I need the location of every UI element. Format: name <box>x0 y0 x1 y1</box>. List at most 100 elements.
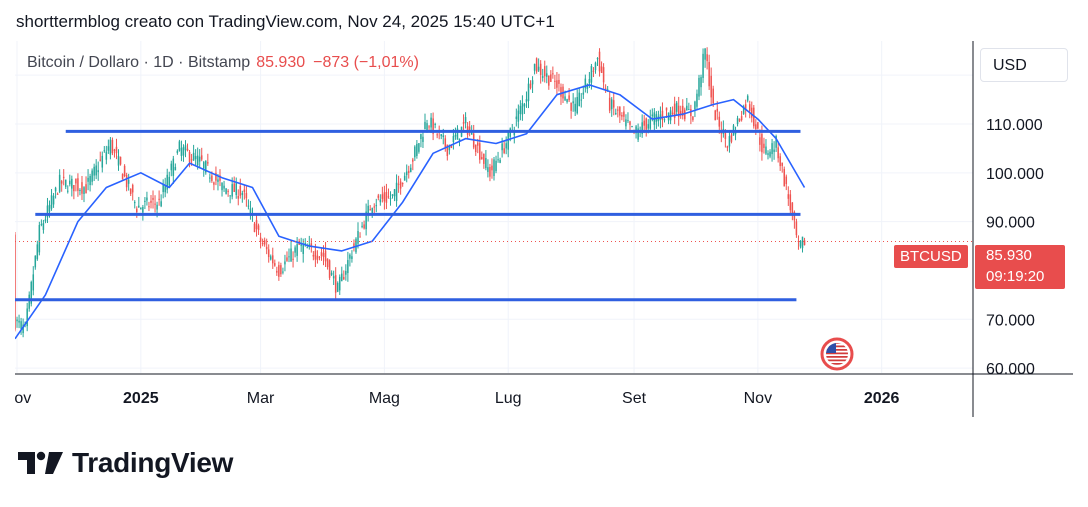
candle-body <box>785 176 788 185</box>
candle-body <box>576 97 578 114</box>
candle-body <box>686 105 688 111</box>
candle-body <box>50 195 53 209</box>
candle-body <box>543 66 546 77</box>
candle-body <box>503 148 505 153</box>
candle-body <box>326 258 329 268</box>
candle-body <box>259 237 262 242</box>
currency-button[interactable]: USD <box>980 48 1068 82</box>
candle-body <box>539 63 542 75</box>
candle-body <box>219 175 221 181</box>
candle-body <box>217 179 219 182</box>
candle-body <box>418 143 420 152</box>
candle-body <box>501 143 503 151</box>
candle-body <box>740 116 743 121</box>
candle-body <box>497 159 499 161</box>
candle-body <box>227 190 229 192</box>
chart-area[interactable]: 120.000110.000100.00090.00070.00060.000N… <box>15 41 1073 417</box>
candle-body <box>444 138 447 148</box>
candle-body <box>365 211 367 230</box>
candle-body <box>225 188 227 194</box>
candle-body <box>385 191 388 203</box>
candle-body <box>97 170 99 173</box>
candle-body <box>517 110 520 122</box>
candle-body <box>625 119 627 127</box>
candle-body <box>16 319 18 322</box>
candle-body <box>196 155 199 166</box>
candle-body <box>247 205 250 207</box>
candle-body <box>489 166 491 177</box>
candle-body <box>330 272 333 275</box>
candle-body <box>793 211 796 221</box>
candle-body <box>129 188 132 194</box>
candle-body <box>229 195 231 197</box>
candle-body <box>458 138 461 142</box>
candle-body <box>629 121 631 125</box>
candle-body <box>58 174 61 192</box>
candle-body <box>604 88 607 90</box>
candle-body <box>550 74 552 82</box>
candle-body <box>477 142 479 146</box>
candle-body <box>564 96 566 101</box>
candle-body <box>332 276 335 279</box>
candle-body <box>738 119 741 122</box>
candle-body <box>18 320 20 323</box>
candle-body <box>359 236 361 238</box>
candle-body <box>351 256 353 259</box>
candle-body <box>560 87 562 97</box>
candle-body <box>412 159 414 162</box>
candle-body <box>483 154 485 164</box>
candle-body <box>694 101 696 110</box>
us-flag-icon[interactable] <box>820 337 854 371</box>
candle-body <box>759 137 761 145</box>
candle-body <box>761 133 763 153</box>
candle-body <box>211 175 213 181</box>
candle-body <box>420 133 422 140</box>
candle-body <box>56 193 59 195</box>
candle-body <box>643 120 645 126</box>
chart-attribution: shorttermblog creato con TradingView.com… <box>16 12 555 31</box>
candle-body <box>300 243 302 246</box>
candle-body <box>763 143 765 148</box>
candle-body <box>671 112 674 115</box>
candle-body <box>481 157 483 160</box>
candle-body <box>663 119 666 121</box>
candle-body <box>361 225 363 227</box>
candle-body <box>592 70 595 72</box>
candle-body <box>602 67 605 83</box>
candle-body <box>696 93 698 107</box>
candle-body <box>353 243 355 247</box>
price-chart[interactable]: 120.000110.000100.00090.00070.00060.000N… <box>15 41 1073 417</box>
candle-body <box>284 261 286 265</box>
candle-body <box>479 143 481 160</box>
candle-body <box>233 183 235 192</box>
candle-body <box>704 48 706 60</box>
candle-body <box>791 202 794 215</box>
candle-body <box>54 187 57 192</box>
candle-body <box>267 249 270 258</box>
legend-change: −873 (−1,01%) <box>313 54 419 71</box>
candle-body <box>566 99 568 103</box>
candle-body <box>677 105 680 118</box>
candle-body <box>580 99 583 101</box>
candle-body <box>637 128 639 140</box>
candle-body <box>783 169 786 187</box>
moving-average-line <box>15 84 806 340</box>
x-tick-label: Mag <box>369 390 400 407</box>
candle-body <box>148 206 150 208</box>
candle-body <box>578 92 581 107</box>
symbol-badge: BTCUSD <box>894 245 968 268</box>
candle-body <box>202 162 205 169</box>
candle-body <box>442 135 445 138</box>
candle-body <box>215 172 217 181</box>
candle-body <box>499 159 501 163</box>
candle-body <box>647 124 650 129</box>
x-tick-label: Lug <box>495 390 522 407</box>
candle-body <box>493 159 495 177</box>
axes: 120.000110.000100.00090.00070.00060.000N… <box>15 41 1073 417</box>
candle-body <box>548 75 550 86</box>
candle-body <box>75 178 77 184</box>
candle-body <box>519 105 522 115</box>
candle-body <box>716 108 719 112</box>
candle-body <box>424 121 426 130</box>
candle-body <box>278 265 280 277</box>
